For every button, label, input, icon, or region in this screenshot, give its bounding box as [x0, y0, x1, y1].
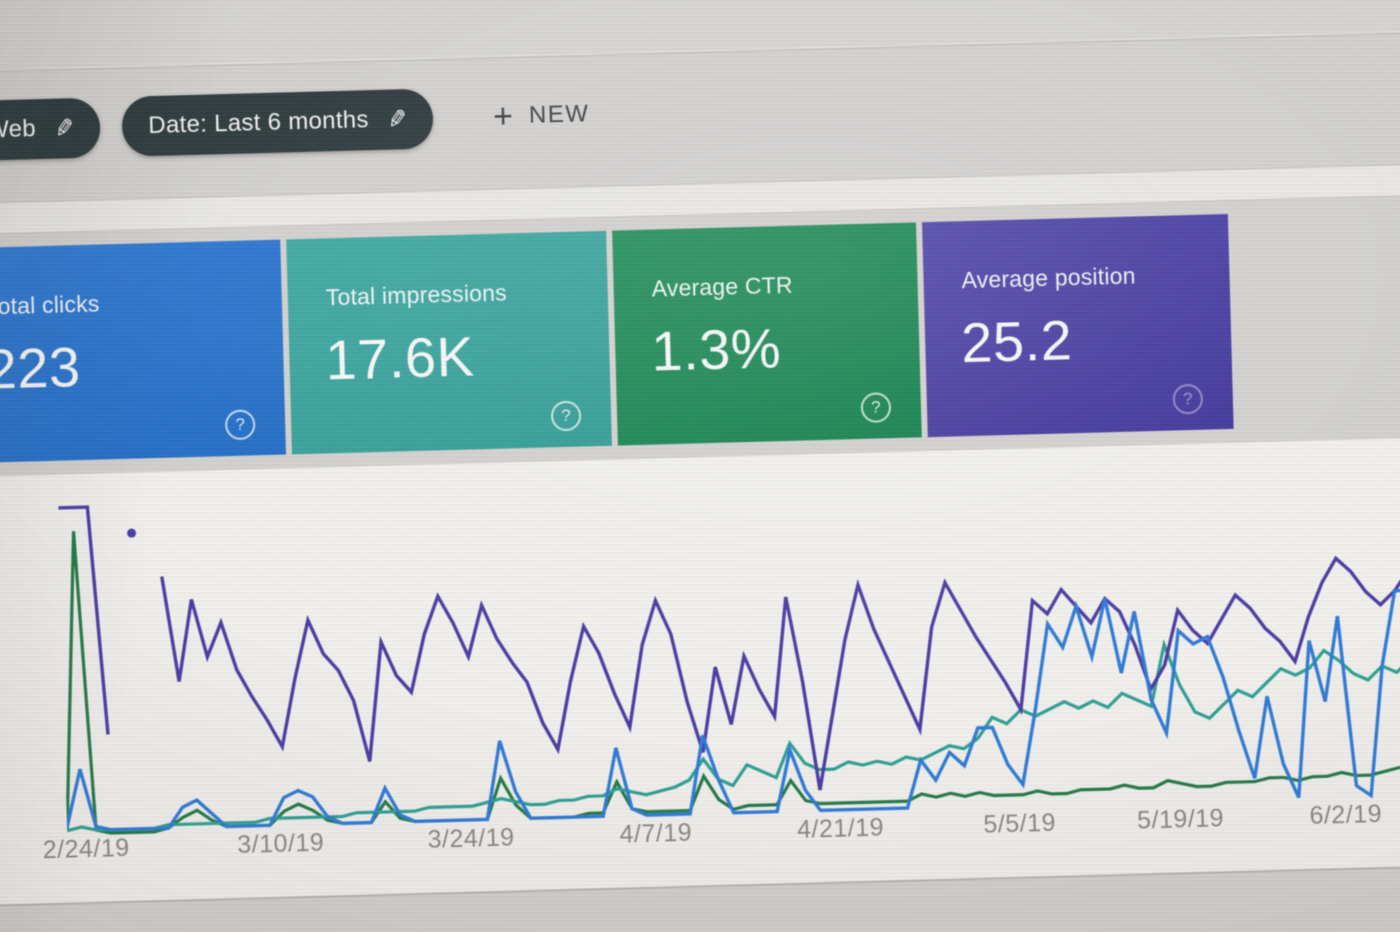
help-icon[interactable]: ? — [550, 400, 582, 432]
x-axis-tick-label: 3/10/19 — [236, 828, 325, 859]
x-axis-tick-label: 4/7/19 — [619, 818, 693, 849]
help-icon[interactable]: ? — [1172, 383, 1204, 415]
filter-chip-row: Web ✎ Date: Last 6 months ✎ + NEW — [0, 84, 596, 163]
x-axis-tick-label: 6/2/19 — [1309, 800, 1383, 830]
x-axis-labels: 2/24/19 3/10/19 3/24/19 4/7/19 4/21/19 5/5/19… — [1, 438, 1400, 904]
metric-card-total-clicks[interactable]: Total clicks 223 ? — [0, 239, 287, 464]
data-point-position — [127, 528, 137, 538]
x-axis-tick-label: 4/21/19 — [796, 813, 885, 844]
series-line-position — [58, 505, 110, 735]
metric-value: 1.3% — [650, 316, 782, 383]
metric-card-average-position[interactable]: Average position 25.2 ? — [921, 213, 1234, 438]
performance-line-chart[interactable] — [58, 454, 1400, 843]
series-line-position — [160, 543, 1400, 791]
metric-cards: Total clicks 223 ? Total impressions 17.… — [0, 213, 1234, 464]
performance-report: Total clicks 223 ? Total impressions 17.… — [0, 193, 1400, 932]
new-filter-button[interactable]: + NEW — [487, 96, 596, 136]
series-line-ctr — [65, 531, 1400, 835]
metric-label: Total clicks — [0, 290, 100, 320]
x-axis-tick-label: 5/19/19 — [1136, 804, 1225, 835]
help-icon[interactable]: ? — [224, 409, 256, 441]
help-icon[interactable]: ? — [860, 392, 892, 423]
filter-chip-date-range[interactable]: Date: Last 6 months ✎ — [121, 88, 434, 157]
series-line-impressions — [66, 583, 1400, 833]
metric-value: 25.2 — [960, 308, 1074, 375]
chip-label: Date: Last 6 months — [147, 106, 370, 140]
metric-card-total-impressions[interactable]: Total impressions 17.6K ? — [286, 230, 612, 455]
new-filter-label: NEW — [528, 100, 590, 129]
edit-icon: ✎ — [51, 113, 77, 144]
x-axis-tick-label: 2/24/19 — [42, 833, 131, 865]
x-axis-tick-label: 3/24/19 — [427, 823, 515, 854]
performance-chart-card: 2/24/19 3/10/19 3/24/19 4/7/19 4/21/19 5/5/19… — [0, 435, 1400, 908]
edit-icon: ✎ — [384, 104, 410, 135]
metric-value: 17.6K — [324, 324, 476, 392]
metric-label: Total impressions — [325, 279, 508, 311]
metric-card-average-ctr[interactable]: Average CTR 1.3% ? — [612, 222, 922, 446]
chip-label: Web — [0, 115, 37, 144]
filter-chip-search-type[interactable]: Web ✎ — [0, 97, 102, 163]
metric-label: Average CTR — [651, 271, 794, 302]
metric-value: 223 — [0, 335, 82, 401]
plus-icon: + — [492, 97, 514, 136]
series-line-clicks — [65, 584, 1400, 832]
x-axis-tick-label: 5/5/19 — [983, 808, 1057, 839]
metric-label: Average position — [961, 262, 1136, 294]
